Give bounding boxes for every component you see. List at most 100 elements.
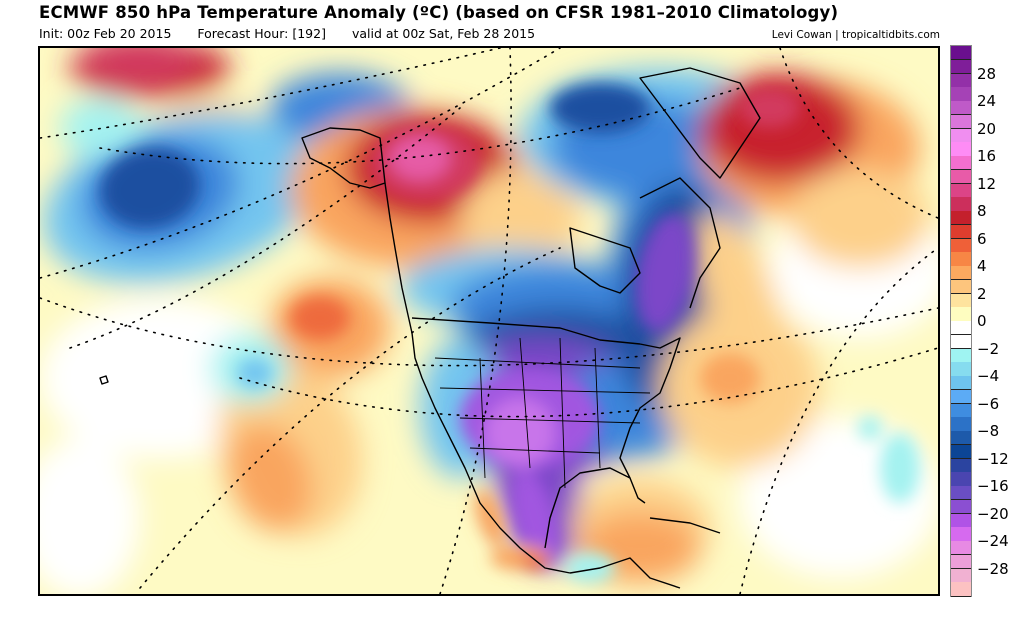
colorbar-tick-label: −2 bbox=[977, 339, 1000, 358]
colorbar-segment bbox=[951, 582, 971, 597]
colorbar-segment bbox=[951, 101, 971, 116]
colorbar-tick-label: −12 bbox=[977, 449, 1009, 468]
colorbar-tick-label: −4 bbox=[977, 367, 1000, 385]
coastline bbox=[649, 517, 721, 534]
anomaly-contour bbox=[523, 555, 547, 571]
colorbar-tick-label: 4 bbox=[977, 257, 987, 275]
colorbar-tick-label: 12 bbox=[977, 174, 997, 193]
anomaly-contour bbox=[550, 83, 650, 133]
valid-time: valid at 00z Sat, Feb 28 2015 bbox=[351, 26, 536, 41]
colorbar-segment bbox=[951, 389, 971, 404]
colorbar-tick-label: −28 bbox=[977, 559, 1009, 578]
colorbar-tick-label: 2 bbox=[977, 284, 987, 303]
colorbar bbox=[950, 45, 972, 597]
colorbar-segment bbox=[951, 417, 971, 432]
anomaly-contour bbox=[100, 147, 200, 229]
init-time: Init: 00z Feb 20 2015 bbox=[39, 26, 172, 41]
graticule-line bbox=[40, 297, 938, 367]
anomaly-contour bbox=[635, 213, 695, 333]
chart-title: ECMWF 850 hPa Temperature Anomaly (ºC) (… bbox=[39, 3, 839, 22]
colorbar-tick-label: 20 bbox=[977, 119, 997, 138]
colorbar-segment bbox=[951, 73, 971, 88]
anomaly-contour bbox=[390, 136, 450, 180]
graticule-line bbox=[40, 48, 561, 279]
graticule-line bbox=[99, 87, 741, 165]
state-border bbox=[459, 417, 641, 424]
graticule-lines bbox=[40, 48, 938, 594]
coastline bbox=[99, 375, 109, 385]
colorbar-tick-label: −16 bbox=[977, 477, 1009, 495]
colorbar-segment bbox=[951, 403, 971, 418]
anomaly-map bbox=[38, 46, 940, 596]
colorbar-tick-label: 28 bbox=[977, 64, 997, 83]
coastline bbox=[639, 177, 721, 309]
colorbar-segment bbox=[951, 376, 971, 391]
colorbar-tick-label: 0 bbox=[977, 312, 987, 330]
colorbar-segment bbox=[951, 431, 971, 446]
anomaly-contour bbox=[237, 358, 273, 388]
anomaly-contour bbox=[485, 398, 555, 468]
colorbar-tick-label: 24 bbox=[977, 92, 997, 110]
colorbar-segment bbox=[951, 266, 971, 281]
colorbar-tick-label: −8 bbox=[977, 422, 1000, 440]
state-border bbox=[469, 447, 601, 454]
colorbar-segment bbox=[951, 142, 971, 157]
colorbar-segment bbox=[951, 321, 971, 336]
colorbar-segment bbox=[951, 472, 971, 487]
credit: Levi Cowan | tropicaltidbits.com bbox=[771, 29, 940, 41]
coastline bbox=[569, 557, 681, 589]
coastline bbox=[544, 337, 681, 549]
coastline bbox=[384, 182, 571, 574]
state-border bbox=[559, 337, 566, 489]
anomaly-contour bbox=[460, 168, 580, 268]
colorbar-segment bbox=[951, 183, 971, 198]
anomaly-contour bbox=[474, 489, 506, 547]
colorbar-segment bbox=[951, 114, 971, 129]
colorbar-tick-label: 6 bbox=[977, 229, 987, 248]
state-border bbox=[594, 347, 601, 469]
colorbar-segment bbox=[951, 128, 971, 143]
anomaly-contour bbox=[700, 73, 860, 183]
map-canvas bbox=[40, 48, 938, 594]
colorbar-tick-label: −24 bbox=[977, 532, 1009, 550]
colorbar-segment bbox=[951, 527, 971, 542]
colorbar-segment bbox=[951, 444, 971, 459]
colorbar-segment bbox=[951, 46, 971, 61]
coastline bbox=[301, 127, 386, 189]
field-detail bbox=[100, 83, 920, 583]
colorbar-segment bbox=[951, 197, 971, 212]
colorbar-segment bbox=[951, 513, 971, 528]
anomaly-contour bbox=[565, 553, 615, 583]
anomaly-contour bbox=[227, 424, 313, 532]
colorbar-segment bbox=[951, 252, 971, 267]
colorbar-tick-label: 16 bbox=[977, 147, 997, 165]
coastline bbox=[411, 317, 641, 345]
colorbar-segment bbox=[951, 238, 971, 253]
colorbar-segment bbox=[951, 334, 971, 349]
colorbar-segment bbox=[951, 224, 971, 239]
colorbar-segment bbox=[951, 362, 971, 377]
coastlines bbox=[99, 67, 761, 589]
colorbar-segment bbox=[951, 458, 971, 473]
anomaly-contour bbox=[790, 168, 930, 268]
colorbar-segment bbox=[951, 293, 971, 308]
colorbar-tick-label: −6 bbox=[977, 394, 1000, 413]
colorbar-segment bbox=[951, 486, 971, 501]
state-border bbox=[479, 357, 486, 479]
subtitle: Init: 00z Feb 20 2015 Forecast Hour: [19… bbox=[39, 26, 535, 41]
colorbar-segment bbox=[951, 87, 971, 102]
anomaly-contour bbox=[858, 416, 882, 440]
state-border bbox=[519, 337, 531, 469]
colorbar-segment bbox=[951, 169, 971, 184]
coastline bbox=[639, 67, 761, 179]
state-border bbox=[439, 387, 651, 394]
colorbar-tick-label: −20 bbox=[977, 504, 1009, 523]
anomaly-contour bbox=[80, 48, 200, 83]
anomaly-contour bbox=[40, 438, 140, 594]
coastline bbox=[629, 477, 646, 504]
colorbar-segment bbox=[951, 59, 971, 74]
colorbar-segment bbox=[951, 568, 971, 583]
colorbar-segment bbox=[951, 279, 971, 294]
anomaly-contour bbox=[700, 353, 760, 403]
anomaly-contour bbox=[740, 88, 800, 128]
